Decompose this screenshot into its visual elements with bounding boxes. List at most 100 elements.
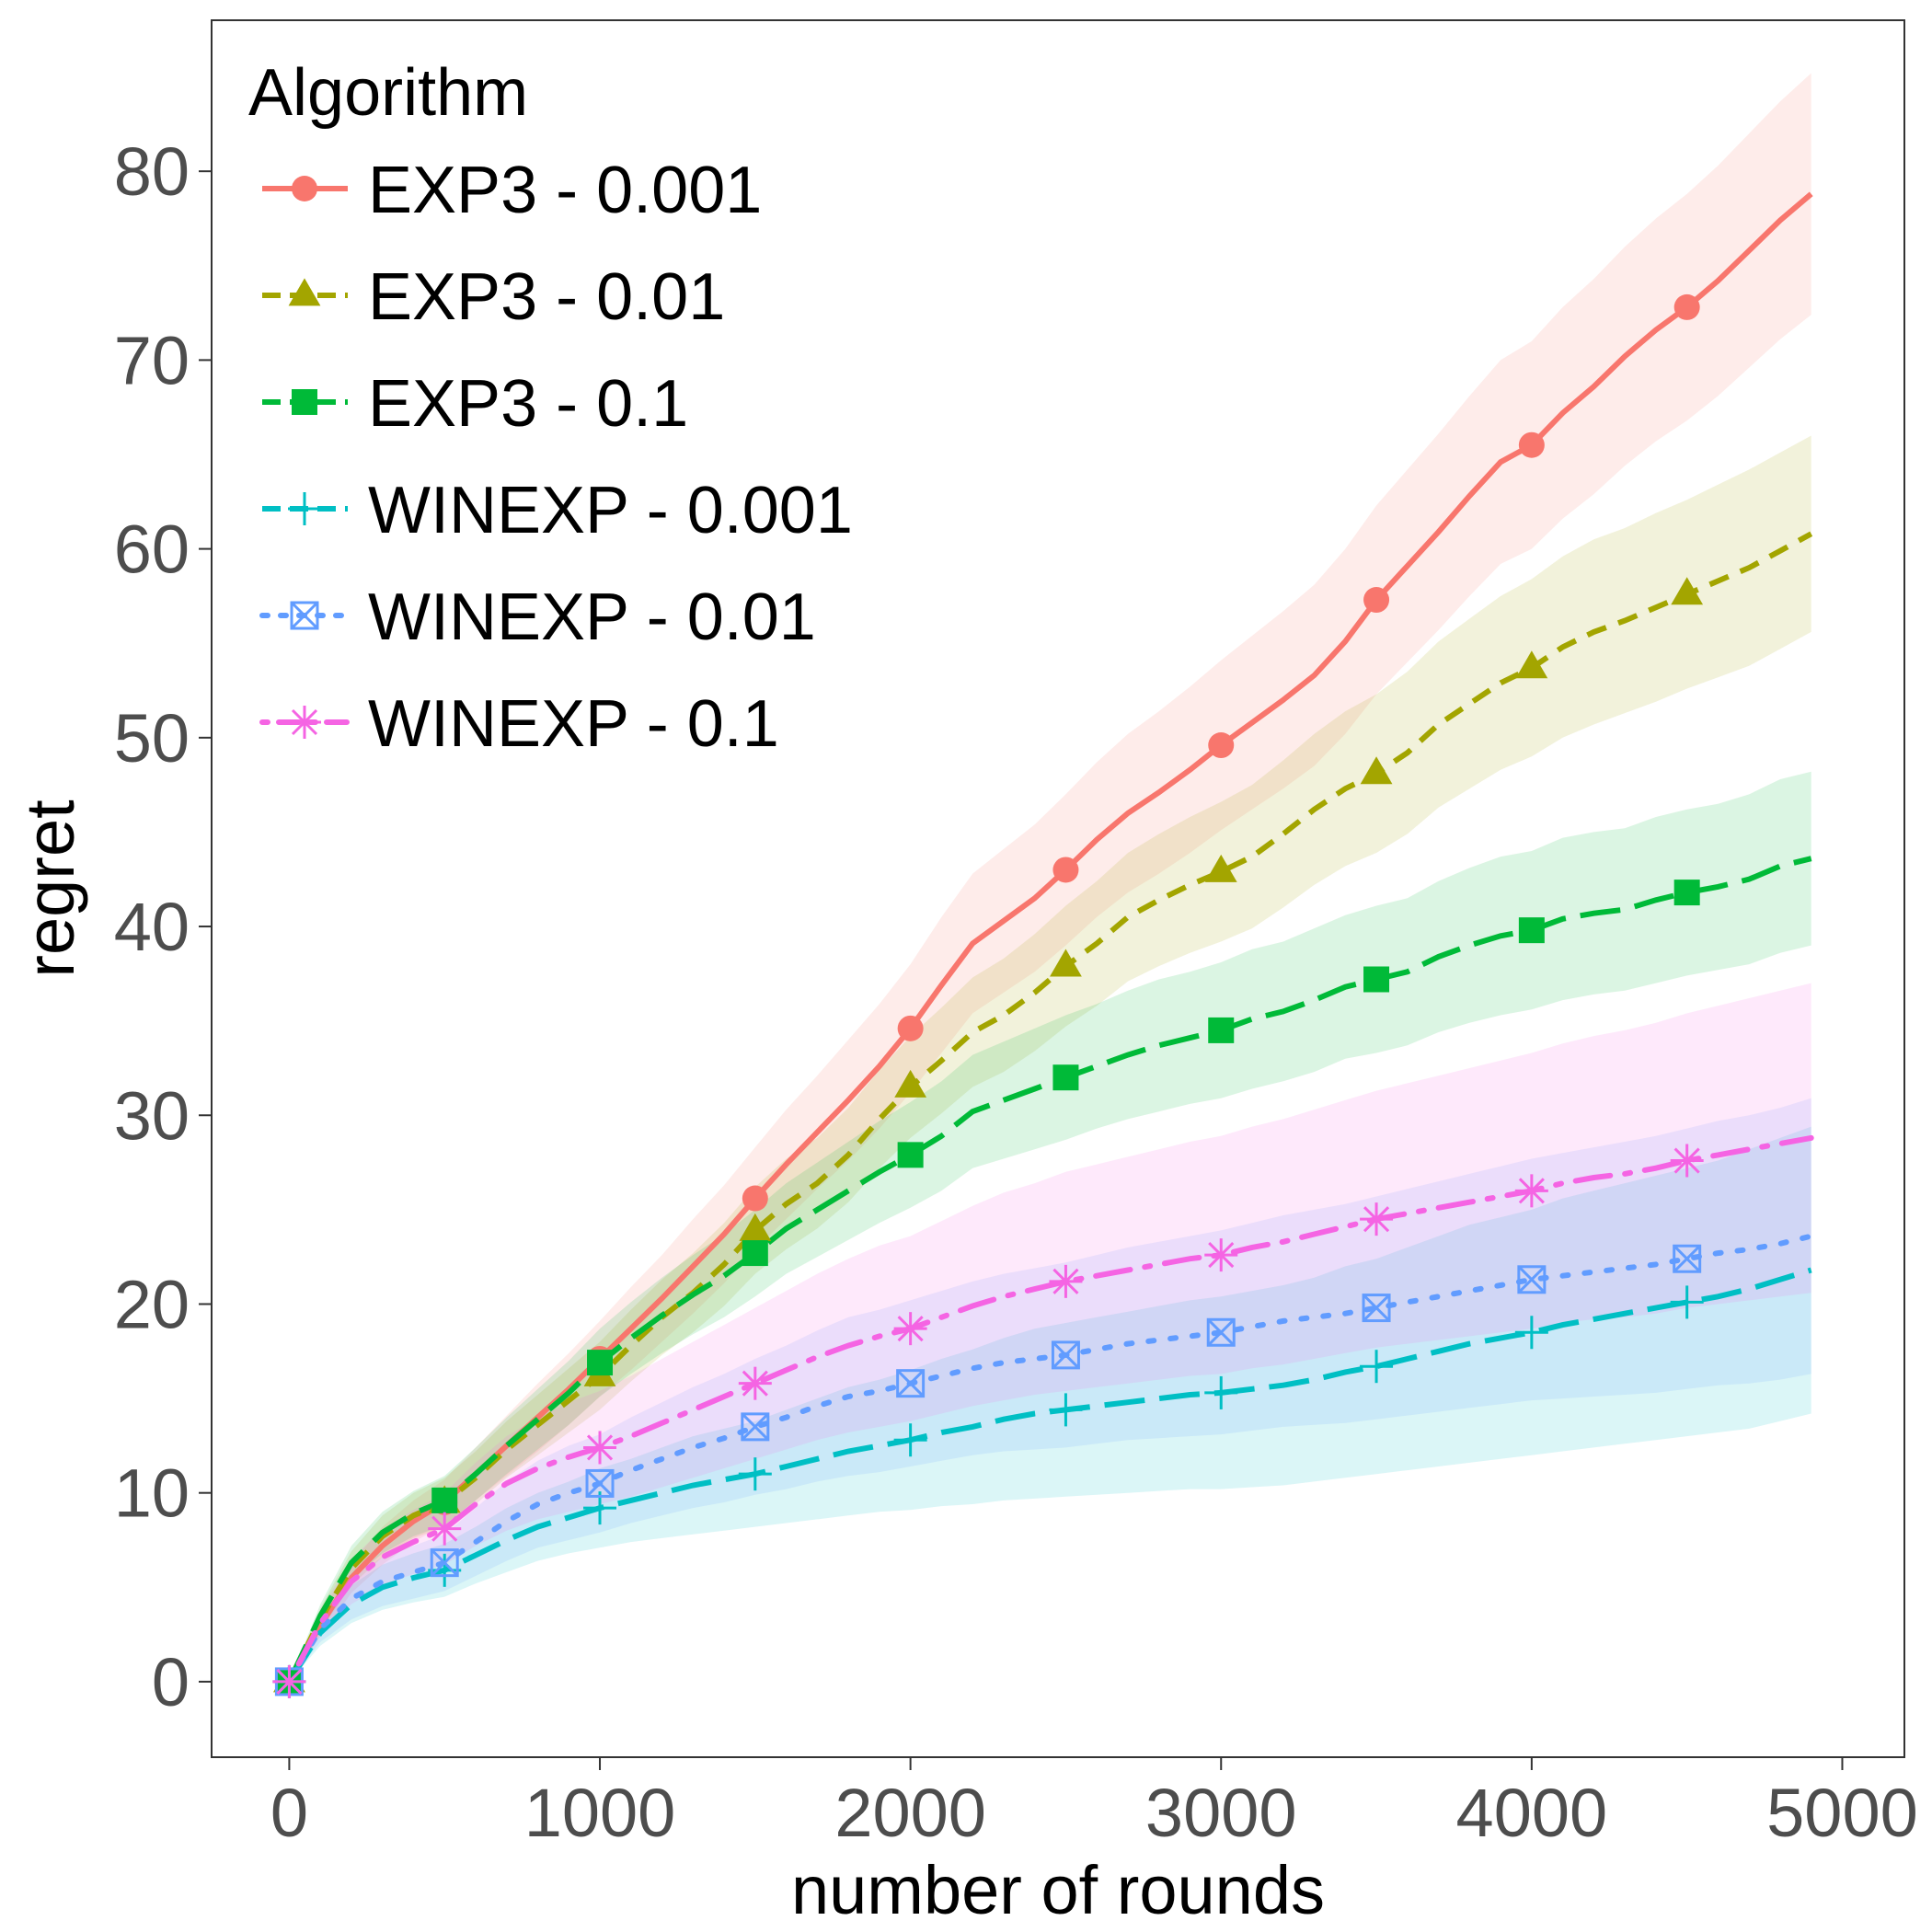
marker-0-15: [742, 1185, 768, 1212]
y-tick-label: 40: [114, 889, 190, 965]
series-line-3: [286, 1267, 1812, 1684]
marker-0-35: [1363, 587, 1390, 614]
series-line-0: [286, 191, 1813, 1684]
x-tick-label: 5000: [1766, 1775, 1918, 1851]
marker-4-20: [896, 1369, 926, 1398]
legend: Algorithm EXP3 - 0.001 EXP3 - 0.01 EXP3 - …: [248, 56, 853, 761]
confidence-bands: [289, 73, 1811, 1682]
band-0: [289, 73, 1811, 1682]
marker-0-40: [1518, 431, 1545, 458]
legend-label: EXP3 - 0.1: [368, 367, 688, 441]
marker-5-20: [893, 1312, 927, 1346]
legend-label: EXP3 - 0.001: [368, 154, 762, 227]
legend-item: WINEXP - 0.001: [262, 474, 853, 547]
band-5: [289, 983, 1811, 1682]
y-axis-title: regret: [12, 799, 88, 978]
marker-5-25: [1049, 1264, 1083, 1298]
series-line-2: [286, 856, 1812, 1684]
band-2: [289, 771, 1811, 1682]
x-tick-label: 4000: [1456, 1775, 1608, 1851]
legend-item: WINEXP - 0.1: [259, 687, 779, 761]
legend-label: WINEXP - 0.1: [368, 687, 779, 761]
series-line-5: [286, 1134, 1814, 1685]
legend-key-marker: [288, 278, 321, 306]
marker-2-35: [1363, 966, 1390, 993]
x-axis-title: number of rounds: [791, 1852, 1325, 1928]
marker-3-15: [738, 1457, 772, 1491]
legend-item: EXP3 - 0.1: [262, 367, 688, 441]
legend-item: EXP3 - 0.001: [262, 154, 762, 227]
marker-2-25: [1052, 1064, 1079, 1091]
series-markers: [272, 293, 1704, 1698]
y-tick-label: 60: [114, 512, 190, 588]
legend-title: Algorithm: [248, 56, 528, 130]
y-tick-label: 0: [152, 1644, 190, 1720]
marker-3-5: [428, 1553, 462, 1587]
legend-key-marker: [290, 601, 319, 630]
marker-2-20: [897, 1142, 924, 1168]
marker-2-40: [1518, 917, 1545, 944]
x-tick-label: 3000: [1145, 1775, 1297, 1851]
legend-label: WINEXP - 0.001: [368, 474, 853, 547]
marker-2-10: [587, 1350, 614, 1376]
y-tick-label: 30: [114, 1077, 190, 1154]
plot-panel-border: [211, 19, 1905, 1758]
legend-key-marker: [288, 492, 321, 525]
legend-label: EXP3 - 0.01: [368, 260, 725, 334]
marker-5-40: [1514, 1174, 1548, 1208]
x-tick-label: 2000: [834, 1775, 986, 1851]
marker-2-5: [431, 1487, 458, 1513]
marker-3-45: [1670, 1285, 1704, 1319]
marker-1-25: [1050, 949, 1082, 977]
y-tick-label: 10: [114, 1455, 190, 1532]
marker-5-5: [428, 1512, 462, 1546]
marker-0-25: [1052, 857, 1079, 883]
x-tick-label: 1000: [524, 1775, 676, 1851]
y-tick-label: 70: [114, 322, 190, 398]
marker-3-20: [893, 1423, 927, 1457]
marker-2-30: [1208, 1017, 1235, 1043]
y-tick-label: 20: [114, 1266, 190, 1342]
marker-5-15: [738, 1366, 772, 1400]
marker-4-45: [1673, 1244, 1702, 1273]
legend-key-marker: [288, 706, 321, 739]
marker-3-25: [1049, 1393, 1083, 1427]
legend-label: WINEXP - 0.01: [368, 581, 816, 654]
band-4: [289, 1098, 1811, 1682]
marker-1-15: [739, 1213, 772, 1241]
marker-3-35: [1360, 1350, 1394, 1384]
legend-key-marker: [292, 389, 317, 415]
marker-0-20: [897, 1015, 924, 1041]
marker-4-35: [1362, 1294, 1391, 1323]
marker-2-45: [1673, 880, 1700, 906]
band-1: [289, 435, 1811, 1682]
y-axis: 0 10 20 30 40 50 60 70 80: [114, 133, 212, 1720]
x-axis: 0 1000 2000 3000 4000 5000: [270, 1757, 1918, 1851]
marker-4-10: [585, 1468, 615, 1498]
marker-4-15: [741, 1412, 770, 1442]
legend-item: EXP3 - 0.01: [262, 260, 725, 334]
marker-5-10: [583, 1431, 617, 1465]
marker-5-45: [1670, 1144, 1704, 1178]
marker-5-30: [1204, 1238, 1238, 1272]
marker-1-40: [1515, 650, 1548, 679]
marker-0-45: [1673, 293, 1700, 320]
band-3: [289, 1126, 1811, 1682]
series-line-1: [286, 531, 1813, 1684]
marker-3-40: [1514, 1316, 1548, 1350]
marker-4-5: [430, 1548, 459, 1578]
legend-item: WINEXP - 0.01: [259, 581, 816, 654]
marker-0-30: [1208, 732, 1235, 759]
marker-5-0: [272, 1664, 306, 1698]
marker-5-35: [1360, 1202, 1394, 1236]
legend-key-marker: [292, 176, 317, 201]
marker-4-25: [1051, 1340, 1080, 1370]
marker-3-30: [1204, 1375, 1238, 1409]
marker-1-45: [1671, 577, 1704, 605]
y-tick-label: 80: [114, 133, 190, 210]
marker-1-20: [894, 1069, 927, 1098]
x-tick-label: 0: [270, 1775, 308, 1851]
series-lines: [286, 191, 1814, 1685]
marker-4-40: [1517, 1265, 1547, 1294]
